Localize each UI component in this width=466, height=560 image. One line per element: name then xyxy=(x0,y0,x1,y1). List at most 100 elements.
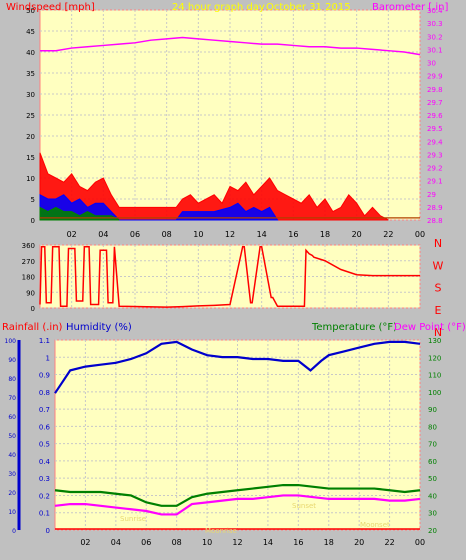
temp-hum-series xyxy=(54,340,421,530)
humidity-tick-label: 10 xyxy=(8,509,16,516)
direction-grid xyxy=(40,244,421,309)
temp-tick-label: 30 xyxy=(428,510,437,518)
compass-label: N xyxy=(434,237,442,250)
series-barometer xyxy=(40,36,421,56)
series-gust xyxy=(39,152,389,221)
x-tick-label: 16 xyxy=(288,230,298,239)
x-tick-label: 18 xyxy=(324,538,334,547)
rain-tick-label: 1 xyxy=(46,354,50,362)
wind-baro-series xyxy=(39,36,421,221)
series-direction xyxy=(39,246,420,308)
series-dew-point xyxy=(54,494,421,516)
rain-tick-label: 0.5 xyxy=(39,441,50,449)
left-tick-label: 5 xyxy=(31,196,35,204)
compass-label: E xyxy=(435,304,442,317)
direction-tick-label: 90 xyxy=(26,289,35,297)
rain-tick-label: 0.4 xyxy=(39,458,51,466)
left-tick-label: 15 xyxy=(26,154,35,162)
left-tick-label: 20 xyxy=(26,133,35,141)
temp-tick-label: 100 xyxy=(428,389,441,397)
right-tick-label: 29.2 xyxy=(427,165,443,173)
right-tick-label: 30.3 xyxy=(427,20,443,28)
right-tick-label: 29.4 xyxy=(427,138,443,146)
wind-baro-grid xyxy=(40,9,421,221)
direction-tick-label: 180 xyxy=(22,274,35,282)
left-tick-label: 25 xyxy=(26,112,35,120)
rain-tick-label: 0.3 xyxy=(39,475,50,483)
direction-tick-label: 0 xyxy=(31,305,35,313)
graph-date: October 31 2015 xyxy=(266,2,351,13)
x-tick-label: 04 xyxy=(98,230,108,239)
right-tick-label: 29.8 xyxy=(427,86,443,94)
right-tick-label: 30.1 xyxy=(427,46,443,54)
direction-series xyxy=(39,246,420,308)
x-tick-label: 00 xyxy=(415,538,425,547)
direction-tick-label: 270 xyxy=(22,258,35,266)
moonrise-annotation: Moonrise xyxy=(205,527,237,535)
left-tick-label: 0 xyxy=(31,217,35,225)
right-tick-label: 29.7 xyxy=(427,99,443,107)
humidity-tick-label: 30 xyxy=(8,471,16,478)
temp-tick-label: 70 xyxy=(428,441,437,449)
rain-tick-label: 0 xyxy=(46,527,50,535)
rain-tick-label: 1.1 xyxy=(39,337,50,345)
humidity-tick-label: 0 xyxy=(12,528,16,535)
x-tick-label: 08 xyxy=(162,230,172,239)
humidity-tick-label: 80 xyxy=(8,376,16,383)
x-tick-label: 10 xyxy=(202,538,212,547)
temp-tick-label: 50 xyxy=(428,475,437,483)
right-tick-label: 30.4 xyxy=(427,7,443,15)
series-temperature xyxy=(54,483,421,507)
x-tick-label: 22 xyxy=(384,538,394,547)
temp-tick-label: 110 xyxy=(428,372,441,380)
compass-label: N xyxy=(434,326,442,339)
left-tick-label: 50 xyxy=(26,7,35,15)
right-tick-label: 29 xyxy=(427,191,436,199)
temp-tick-label: 80 xyxy=(428,423,437,431)
x-tick-label: 08 xyxy=(172,538,182,547)
x-tick-label: 18 xyxy=(320,230,330,239)
temp-tick-label: 120 xyxy=(428,354,441,362)
right-tick-label: 30 xyxy=(427,60,436,68)
right-tick-label: 28.8 xyxy=(427,217,443,225)
rain-tick-label: 0.8 xyxy=(39,389,50,397)
compass-label: W xyxy=(433,259,444,272)
wind-axis-label: Windspeed [mph] xyxy=(6,2,95,13)
x-tick-label: 12 xyxy=(225,230,235,239)
x-tick-label: 02 xyxy=(80,538,90,547)
x-tick-label: 16 xyxy=(293,538,303,547)
x-tick-label: 06 xyxy=(141,538,151,547)
left-tick-label: 45 xyxy=(26,28,35,36)
rain-tick-label: 0.7 xyxy=(39,406,50,414)
x-tick-label: 20 xyxy=(352,230,362,239)
series-low xyxy=(39,206,120,221)
left-tick-label: 35 xyxy=(26,70,35,78)
left-tick-label: 10 xyxy=(26,175,35,183)
right-tick-label: 29.5 xyxy=(427,125,443,133)
temp-hum-grid xyxy=(55,339,421,531)
temp-tick-label: 20 xyxy=(428,527,437,535)
x-tick-label: 00 xyxy=(415,230,425,239)
direction-tick-label: 360 xyxy=(22,242,35,250)
right-tick-label: 29.1 xyxy=(427,178,443,186)
temp-hum-ticks: 02 04 06 08 10 12 14 16 18 20 22 0000.10.20.30.40.5… xyxy=(5,337,442,547)
left-tick-label: 30 xyxy=(26,91,35,99)
x-tick-label: 04 xyxy=(111,538,121,547)
right-tick-label: 29.3 xyxy=(427,151,443,159)
humidity-tick-label: 100 xyxy=(5,338,17,345)
right-tick-label: 29.9 xyxy=(427,73,443,81)
graph-title: 24 hour graph day xyxy=(172,2,265,13)
dewpoint-axis-label: Dew Point (°F) xyxy=(394,322,466,333)
humidity-tick-label: 50 xyxy=(8,433,16,440)
compass-label: S xyxy=(435,282,442,295)
rain-tick-label: 0.2 xyxy=(39,492,50,500)
sunset-annotation: Sunset xyxy=(292,502,316,510)
wind-baro-ticks: 02 04 06 08 10 12 14 16 18 20 22 000510152025303540… xyxy=(26,7,443,239)
temperature-axis-label: Temperature (°F) xyxy=(311,322,397,333)
x-tick-label: 10 xyxy=(193,230,203,239)
right-tick-label: 28.9 xyxy=(427,204,443,212)
humidity-tick-label: 20 xyxy=(8,490,16,497)
